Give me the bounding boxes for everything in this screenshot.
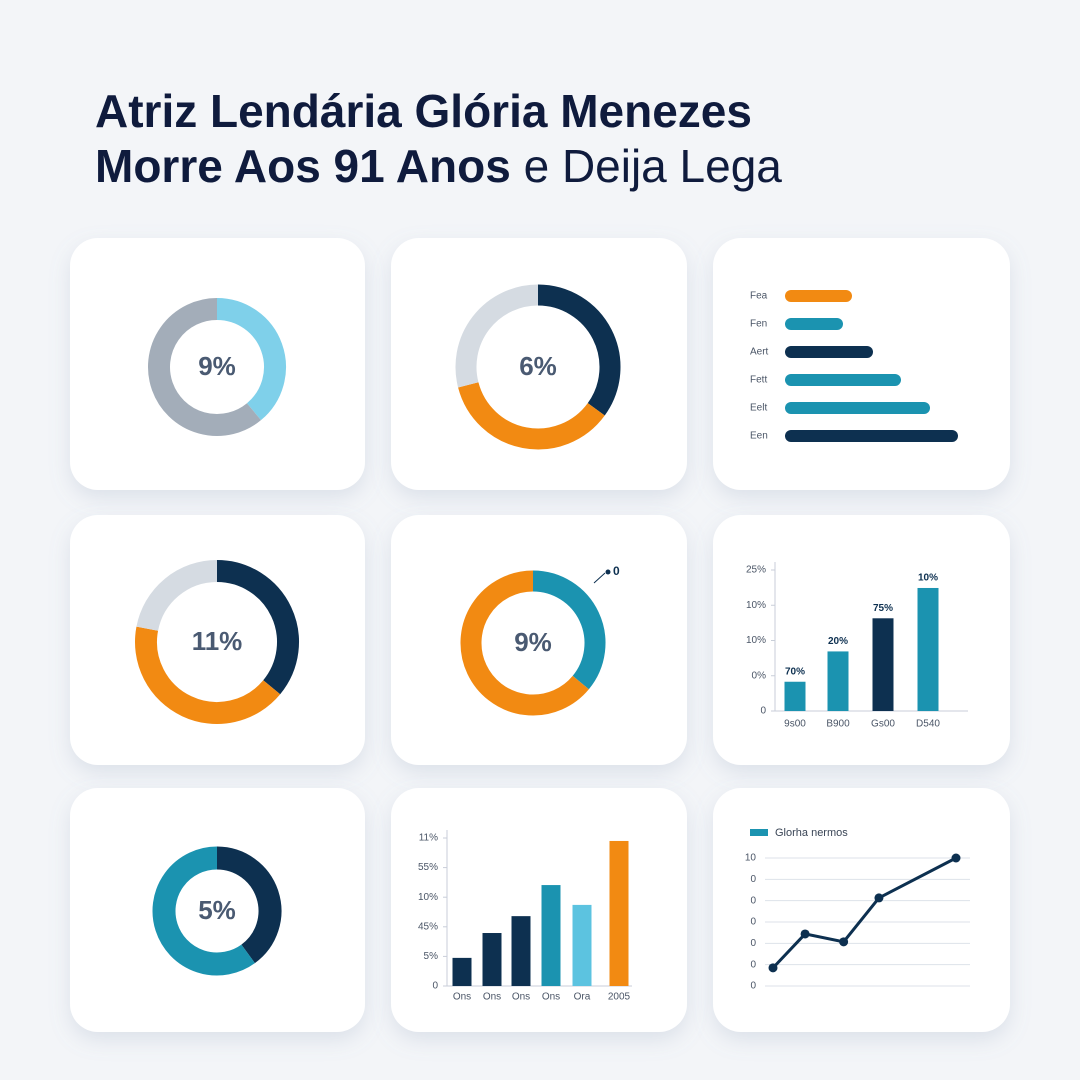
y-tick-label: 55% <box>418 862 438 873</box>
donut-segment <box>216 846 282 964</box>
bar-label: Fen <box>750 319 767 330</box>
x-tick-label: 9s00 <box>784 719 806 730</box>
bar-annotation: 10% <box>918 573 938 584</box>
title-part: Morre Aos 91 Anos <box>95 140 511 192</box>
x-tick-label: D540 <box>916 719 940 730</box>
line-point <box>839 937 849 947</box>
card <box>70 788 365 1032</box>
card <box>391 515 687 765</box>
bar <box>872 618 894 711</box>
center-label: 11% <box>192 626 243 656</box>
donut-segment <box>532 570 606 690</box>
bar <box>482 933 502 986</box>
annotation-leader <box>593 572 606 584</box>
annotation-dot <box>605 569 611 575</box>
annotation: 0 <box>613 564 620 578</box>
card <box>391 788 687 1032</box>
bar <box>785 346 873 358</box>
bar-label: Aert <box>750 347 769 358</box>
legend-label: Glorha nermos <box>775 827 848 839</box>
y-tick-label: 45% <box>418 921 438 932</box>
donut-segment <box>148 298 261 436</box>
bar-annotation: 75% <box>873 603 893 614</box>
bar-label: Eelt <box>750 403 767 414</box>
title-part: e Deija Lega <box>524 140 783 192</box>
center-label: 5% <box>198 895 236 925</box>
donut-segment <box>136 560 218 632</box>
card <box>713 238 1010 490</box>
donut-segment <box>537 284 621 416</box>
donut-segment <box>216 560 299 695</box>
line-point <box>768 963 778 973</box>
card <box>391 238 687 490</box>
y-tick-label: 25% <box>746 565 766 576</box>
title-line: Morre Aos 91 Anos e Deija Lega <box>95 140 782 192</box>
center-label: 9% <box>198 351 236 381</box>
x-tick-label: B900 <box>826 719 850 730</box>
center-label: 9% <box>514 627 552 657</box>
y-tick-label: 0% <box>752 670 767 681</box>
x-tick-label: Ons <box>542 992 560 1003</box>
y-tick-label: 0 <box>750 959 756 970</box>
x-tick-label: Gs00 <box>871 719 895 730</box>
x-tick-label: Ons <box>483 992 501 1003</box>
y-tick-label: 0 <box>750 874 756 885</box>
y-tick-label: 10 <box>745 853 757 864</box>
x-tick-label: Ons <box>512 992 530 1003</box>
bar <box>784 681 806 711</box>
bar-annotation: 70% <box>785 666 805 677</box>
donut-segment <box>152 846 255 976</box>
bar <box>785 374 901 386</box>
title-line: Atriz Lendária Glória Menezes <box>95 85 752 137</box>
center-label: 6% <box>519 351 557 381</box>
y-tick-label: 10% <box>418 892 438 903</box>
y-tick-label: 0 <box>750 981 756 992</box>
bar-annotation: 20% <box>828 636 848 647</box>
x-tick-label: Ons <box>453 992 471 1003</box>
y-tick-label: 10% <box>746 600 766 611</box>
y-tick-label: 0 <box>750 895 756 906</box>
bar <box>452 957 472 986</box>
bar <box>785 402 930 414</box>
y-tick-label: 0 <box>750 917 756 928</box>
donut-segment <box>460 570 589 716</box>
line-point <box>874 893 884 903</box>
y-tick-label: 0 <box>750 938 756 949</box>
bar <box>827 651 849 711</box>
y-tick-label: 5% <box>424 951 439 962</box>
bar <box>785 290 852 302</box>
y-tick-label: 0 <box>432 981 438 992</box>
donut-segment <box>135 626 281 724</box>
y-tick-label: 10% <box>746 635 766 646</box>
x-tick-label: 2005 <box>608 992 631 1003</box>
x-tick-label: Ora <box>574 992 591 1003</box>
bar-label: Een <box>750 431 768 442</box>
line-point <box>800 929 810 939</box>
donut-segment <box>455 284 539 388</box>
card <box>70 238 365 490</box>
bar <box>609 840 629 986</box>
line-point <box>951 853 961 863</box>
y-tick-label: 0 <box>760 706 766 717</box>
bar <box>572 904 592 986</box>
card <box>70 515 365 765</box>
bar <box>785 318 843 330</box>
legend-swatch <box>750 829 768 836</box>
bar <box>511 916 531 986</box>
card <box>713 788 1010 1032</box>
bar-label: Fett <box>750 375 767 386</box>
bar <box>541 885 561 986</box>
bar <box>917 587 939 711</box>
bar-label: Fea <box>750 291 768 302</box>
y-tick-label: 11% <box>419 833 438 844</box>
donut-segment <box>458 381 605 450</box>
bar <box>785 430 958 442</box>
donut-segment <box>216 298 286 421</box>
